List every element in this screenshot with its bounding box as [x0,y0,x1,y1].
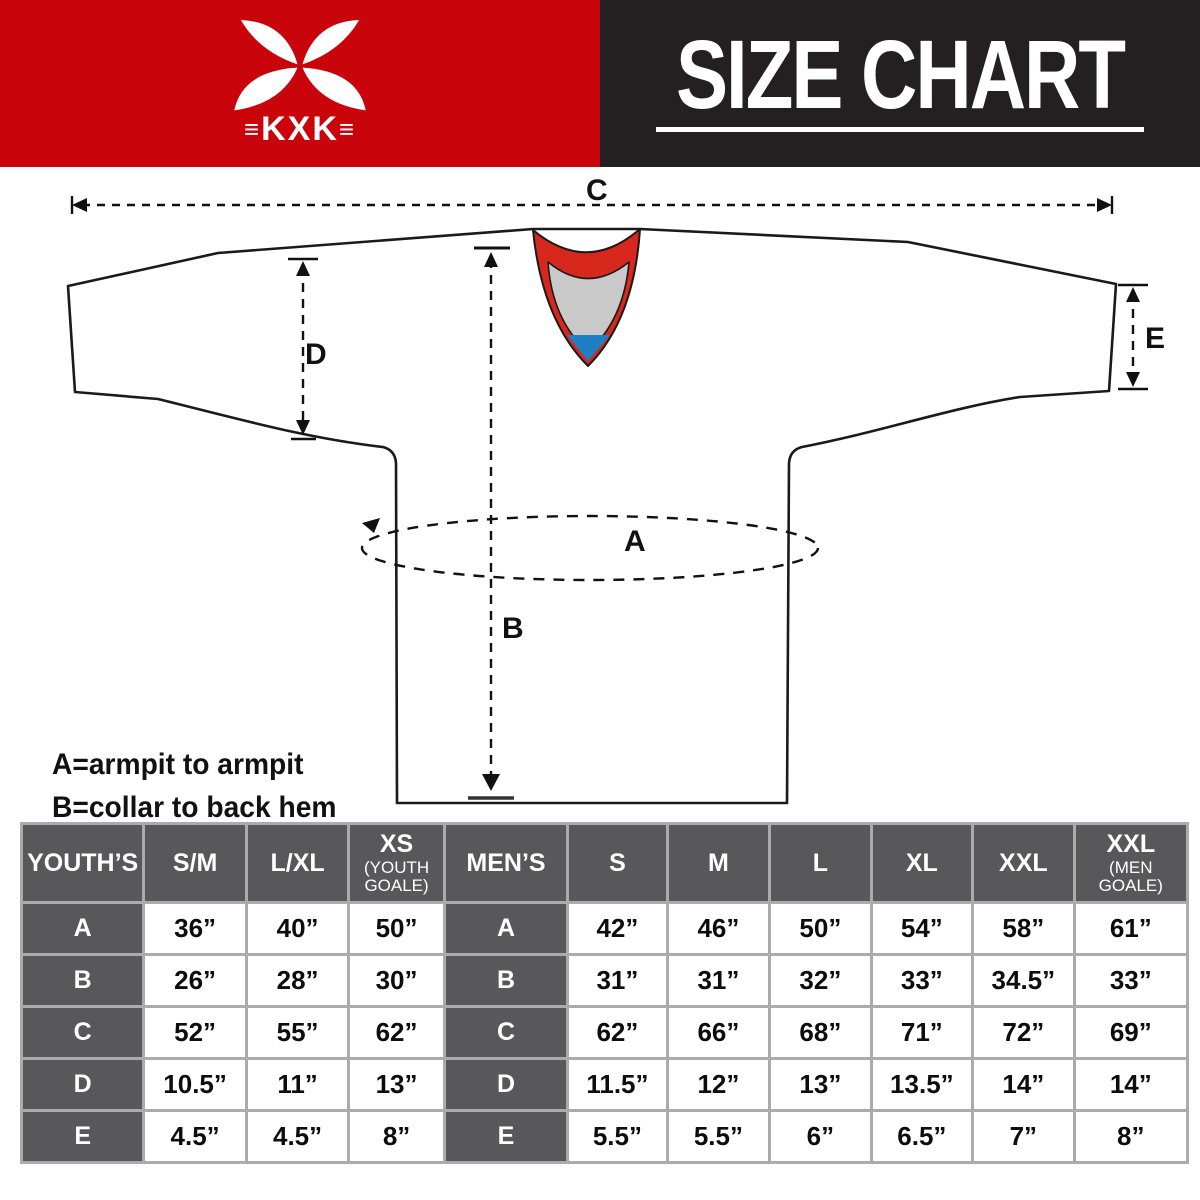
legend-item-b: B=collar to back hem [52,791,337,824]
brand-right-mark: ≡ [338,114,357,144]
dim-label-a: A [624,525,646,558]
size-cell: 71” [872,1008,972,1057]
goalie-size: XS [379,830,414,859]
size-cell: 26” [145,956,245,1005]
goalie-note: (YOUTH GOALE) [363,858,430,896]
row-label: E [23,1112,143,1161]
size-cell: 72” [974,1008,1073,1057]
size-cell: 28” [247,956,348,1005]
size-cell: 54” [872,904,972,953]
size-cell: 66” [668,1008,769,1057]
size-cell: 10.5” [145,1060,245,1109]
row-label: B [445,956,567,1005]
size-cell: 14” [1075,1060,1186,1109]
brand-wordmark: ≡KXK≡ [0,112,600,146]
brand-left-mark: ≡ [243,114,262,144]
size-cell: 8” [350,1112,443,1161]
col-header-mens: MEN’S [445,825,567,901]
size-table: YOUTH’S S/M L/XL XS (YOUTH GOALE) MEN’S … [20,822,1189,1164]
size-cell: 69” [1075,1008,1186,1057]
size-cell: 50” [771,904,870,953]
row-label: D [23,1060,143,1109]
size-cell: 13.5” [872,1060,972,1109]
size-cell: 33” [872,956,972,1005]
size-cell: 7” [974,1112,1073,1161]
brand-name: KXK [261,110,339,148]
size-cell: 50” [350,904,443,953]
row-label: B [23,956,143,1005]
size-cell: 62” [350,1008,443,1057]
col-header-l: L [771,825,870,901]
size-cell: 4.5” [145,1112,245,1161]
size-cell: 6” [771,1112,870,1161]
col-header-xxl-men-goalie: XXL (MEN GOALE) [1075,825,1186,901]
size-cell: 4.5” [247,1112,348,1161]
size-cell: 34.5” [974,956,1073,1005]
goalie-note: (MEN GOALE) [1098,858,1163,896]
size-cell: 55” [247,1008,348,1057]
col-header-xl: XL [872,825,972,901]
size-cell: 11” [247,1060,348,1109]
size-cell: 13” [771,1060,870,1109]
title-panel: SIZE CHART [600,0,1200,167]
size-cell: 11.5” [569,1060,666,1109]
size-cell: 40” [247,904,348,953]
size-cell: 13” [350,1060,443,1109]
size-cell: 8” [1075,1112,1186,1161]
size-cell: 12” [668,1060,769,1109]
page-title: SIZE CHART [676,19,1126,129]
col-header-xxl: XXL [974,825,1073,901]
page-header: ≡KXK≡ SIZE CHART [0,0,1200,167]
size-cell: 5.5” [569,1112,666,1161]
dim-label-b: B [502,612,524,645]
size-cell: 5.5” [668,1112,769,1161]
size-cell: 14” [974,1060,1073,1109]
size-cell: 31” [668,956,769,1005]
size-cell: 6.5” [872,1112,972,1161]
size-cell: 32” [771,956,870,1005]
kxk-logo-icon [234,20,366,111]
dim-label-c: C [586,174,608,207]
size-cell: 46” [668,904,769,953]
row-label: C [445,1008,567,1057]
dim-label-e: E [1145,322,1166,355]
size-cell: 30” [350,956,443,1005]
row-label: C [23,1008,143,1057]
size-cell: 42” [569,904,666,953]
dim-label-d: D [305,338,327,371]
col-header-sm: S/M [145,825,245,901]
col-header-lxl: L/XL [247,825,348,901]
size-cell: 52” [145,1008,245,1057]
title-underline [656,127,1144,132]
col-header-m: M [668,825,769,901]
size-cell: 33” [1075,956,1186,1005]
row-label: A [445,904,567,953]
jersey-measurement-diagram: C D B E A A=armpit to armpit B=collar to… [0,167,1200,954]
row-label: D [445,1060,567,1109]
goalie-size: XXL [1106,830,1156,859]
row-label: A [23,904,143,953]
brand-panel: ≡KXK≡ [0,0,600,167]
col-header-s: S [569,825,666,901]
legend-item-a: A=armpit to armpit [52,748,304,781]
size-cell: 61” [1075,904,1186,953]
size-cell: 62” [569,1008,666,1057]
row-label: E [445,1112,567,1161]
size-cell: 31” [569,956,666,1005]
jersey-diagram-drawing [66,196,1148,805]
col-header-youths: YOUTH’S [23,825,143,901]
size-cell: 36” [145,904,245,953]
size-cell: 58” [974,904,1073,953]
size-cell: 68” [771,1008,870,1057]
col-header-xs-youth-goalie: XS (YOUTH GOALE) [350,825,443,901]
